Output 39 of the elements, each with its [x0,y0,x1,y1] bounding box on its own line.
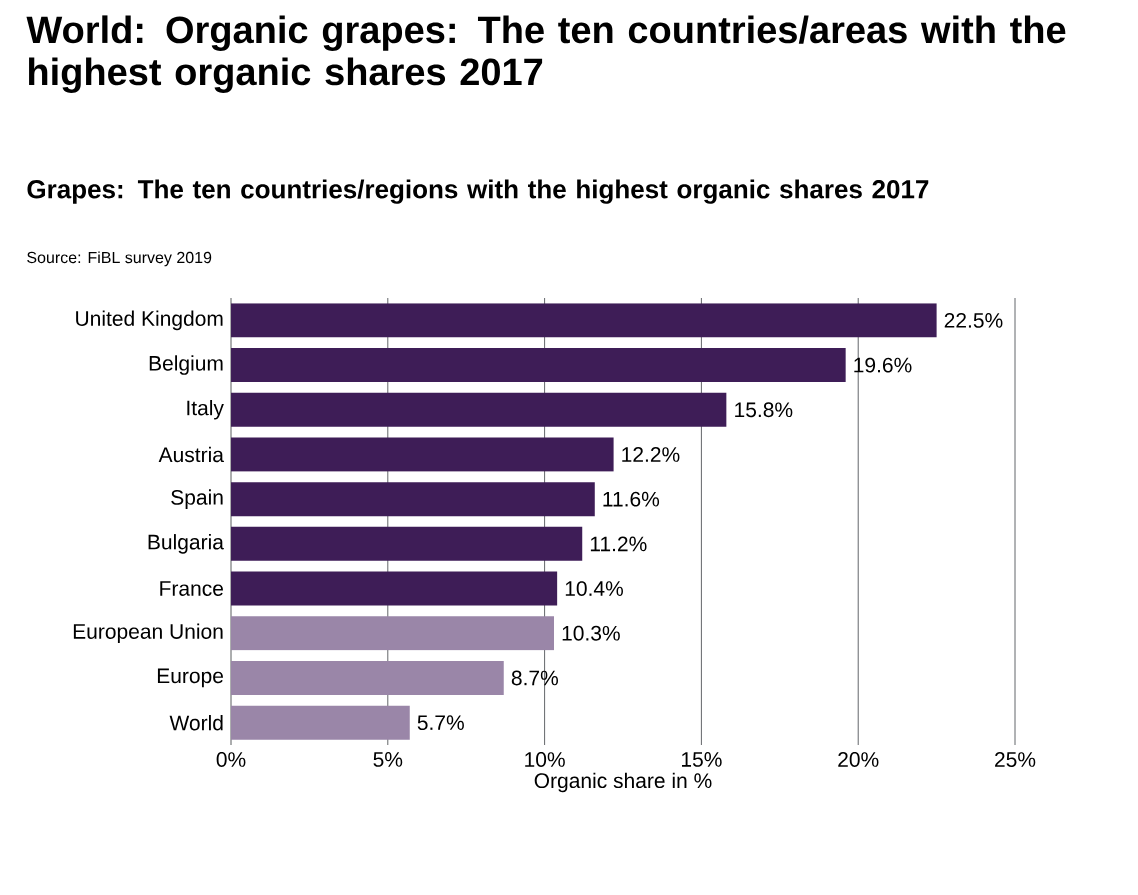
x-tick-label: 20% [838,752,879,767]
data-label: 15.8% [735,402,793,418]
data-label: 12.2% [622,447,680,462]
x-axis-title: Organic share in % [534,772,712,793]
chart-title: World: Organic grapes: The ten countries/areas with the highest organic shares 2017 [26,15,1066,93]
y-tick-label: World [169,714,223,731]
y-tick-label: Italy [187,399,224,420]
y-tick-label: France [160,581,223,596]
y-tick-label: Bulgaria [148,534,224,554]
x-tick-label: 0% [216,752,246,767]
x-tick-label: 5% [373,752,403,767]
data-label: 5.7% [417,715,464,731]
data-label: 19.6% [854,357,912,373]
y-tick-label: United Kingdom [76,310,223,331]
data-label: 11.6% [603,491,660,507]
bar [231,526,583,561]
y-tick-label: Europe [157,668,223,688]
bar [231,571,558,606]
bar [231,616,555,651]
y-tick-label: European Union [73,623,223,644]
y-tick-label: Belgium [149,355,223,375]
bar [231,303,937,338]
data-label: 10.3% [562,625,620,641]
chart-subtitle: Grapes: The ten countries/regions with the highest organic shares 2017 [27,179,929,204]
data-label: 10.4% [565,581,623,597]
x-tick-label: 25% [995,752,1036,767]
data-label: 11.2% [590,536,647,552]
y-tick-label: Austria [158,446,224,463]
y-tick-label: Spain [171,489,223,509]
x-tick-label: 10% [525,752,565,767]
data-label: 22.5% [944,312,1003,328]
bar [231,705,410,740]
bar [231,660,504,695]
bar [231,348,846,383]
source-note: Source: FiBL survey 2019 [27,251,212,267]
bar [231,482,595,517]
bar [231,437,614,472]
x-tick-label: 15% [681,752,722,767]
bar [231,392,727,427]
